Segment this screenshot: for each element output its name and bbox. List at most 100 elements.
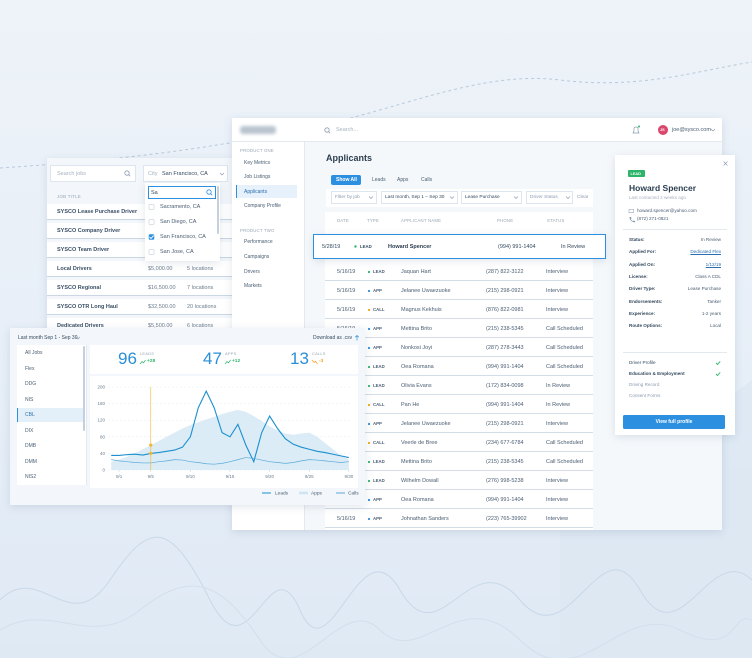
sidebar-item[interactable]: Campaigns [244, 254, 270, 260]
job-row[interactable] [47, 261, 232, 277]
decor-wave [0, 536, 752, 629]
filter-select[interactable] [331, 191, 377, 204]
applicant-row[interactable] [325, 434, 593, 452]
row-name: Johnathan Sanders [401, 516, 449, 522]
job-item[interactable]: DMB [25, 443, 37, 449]
stat-change: +28 [147, 359, 156, 364]
row-phone: (287) 822-3122 [486, 269, 524, 275]
page-title: Applicants [326, 153, 373, 163]
job-pay: $5,500.00 [148, 323, 173, 329]
download-link[interactable]: Download as .csv [313, 335, 353, 341]
row-name: Mettina Brito [401, 459, 432, 465]
column-header: JOB TITLE [57, 194, 81, 199]
city-label: City [148, 171, 158, 177]
applicant-row[interactable] [325, 320, 593, 338]
last-contacted: Last contacted 2 weeks ago [629, 195, 686, 200]
applicant-row[interactable] [325, 510, 593, 528]
checklist-item[interactable]: Driving Record [629, 382, 660, 387]
row-status: Call Scheduled [546, 364, 583, 370]
selected-row[interactable] [313, 234, 606, 259]
field-value: In Review [700, 237, 721, 242]
job-title: SYSCO Company Driver [57, 228, 121, 234]
job-item[interactable]: DMM [25, 458, 37, 465]
sidebar-item[interactable]: Applicants [244, 188, 268, 195]
city-option[interactable]: San Francisco, CA [160, 234, 206, 240]
applicant-row[interactable] [325, 415, 593, 433]
filter-clear[interactable]: Clear [577, 194, 589, 200]
applicant-row[interactable] [325, 472, 593, 490]
period-select[interactable]: Last month Sep 1 - Sep 30 [18, 335, 78, 341]
sidebar-item[interactable]: Performance [244, 239, 273, 246]
checklist-item[interactable]: Driver Profile [629, 360, 656, 365]
job-item[interactable]: CBL [25, 412, 35, 418]
row-date: 5/16/19 [337, 288, 356, 294]
tab[interactable]: Apps [397, 177, 409, 183]
city-option[interactable]: San Jose, CA [160, 249, 194, 255]
filter-select[interactable] [461, 191, 522, 204]
row-type: APP [373, 288, 382, 293]
row-phone: (215) 298-0921 [486, 421, 524, 427]
sidebar-heading: PRODUCT ONE [240, 148, 274, 153]
job-row[interactable] [47, 280, 232, 296]
filter-select[interactable] [381, 191, 458, 204]
applicant-row[interactable] [325, 301, 593, 319]
checklist-item[interactable]: Education & Employment [629, 371, 685, 376]
job-item[interactable]: DIX [25, 427, 34, 434]
sidebar-item[interactable]: Markets [244, 283, 262, 290]
city-input[interactable] [143, 165, 228, 182]
user-email[interactable]: joe@sysco.com [672, 127, 711, 133]
field-value[interactable]: 1/12/19 [705, 261, 721, 267]
applicant-row[interactable] [325, 491, 593, 509]
applicant-row[interactable] [325, 358, 593, 376]
sidebar-item[interactable]: Company Profile [244, 203, 281, 210]
row-phone: (994) 991-1404 [486, 364, 524, 370]
applicant-row[interactable] [325, 339, 593, 357]
field-label: Status: [629, 237, 645, 242]
tab[interactable]: Leads [372, 177, 386, 183]
job-item[interactable]: NIS2 [25, 474, 37, 480]
row-type: LEAD [373, 478, 385, 483]
sidebar-item[interactable]: Drivers [244, 268, 260, 275]
field-value: Local [710, 323, 721, 329]
app-search[interactable]: Search... [336, 127, 359, 133]
applicant-row[interactable] [325, 396, 593, 414]
field-value[interactable]: Dedicated Flex [690, 249, 721, 255]
stat-value: 13 [290, 349, 309, 368]
city-option[interactable]: Sacramento, CA [160, 204, 201, 210]
applicant-row[interactable] [325, 377, 593, 395]
sidebar-item[interactable]: Key Metrics [244, 159, 271, 166]
column-header: PHONE [497, 218, 514, 223]
job-item[interactable]: DDG [25, 381, 37, 387]
city-search[interactable] [148, 186, 216, 199]
tab[interactable]: Show All [336, 177, 357, 183]
column-header: TYPE [367, 218, 380, 223]
search-input[interactable] [50, 165, 136, 182]
checklist-item[interactable]: Consent Forms [629, 393, 661, 398]
row-status: Call Scheduled [546, 440, 583, 446]
view-profile-button[interactable] [623, 415, 725, 429]
row-phone: (223) 765-39902 [486, 516, 527, 522]
field-label: Applied On: [629, 261, 656, 267]
city-option[interactable]: San Diego, CA [160, 219, 197, 225]
row-status: Interview [546, 307, 569, 313]
applicant-row[interactable] [325, 453, 593, 471]
row-status: Call Scheduled [546, 326, 583, 332]
divider [623, 229, 727, 230]
stats-strip [90, 345, 358, 374]
sidebar-item[interactable]: Job Listings [244, 174, 271, 181]
column-header: APPLICANT NAME [401, 218, 442, 223]
row-name: Oea Romana [401, 497, 434, 503]
filter-select[interactable] [526, 191, 573, 204]
job-row[interactable] [47, 299, 232, 315]
applicant-row[interactable] [325, 282, 593, 300]
job-item[interactable]: Flex [25, 365, 35, 372]
row-phone: (994) 991-1404 [498, 243, 536, 250]
button-label[interactable]: View full profile [655, 419, 693, 425]
row-phone: (172) 834-0098 [486, 383, 524, 389]
job-locations: 7 locations [187, 285, 214, 291]
job-item[interactable]: NIS [25, 396, 34, 403]
tab[interactable]: Calls [421, 177, 433, 183]
detail-name: Howard Spencer [629, 183, 697, 193]
job-item[interactable]: All Jobs [25, 350, 43, 356]
applicant-row[interactable] [325, 263, 593, 281]
